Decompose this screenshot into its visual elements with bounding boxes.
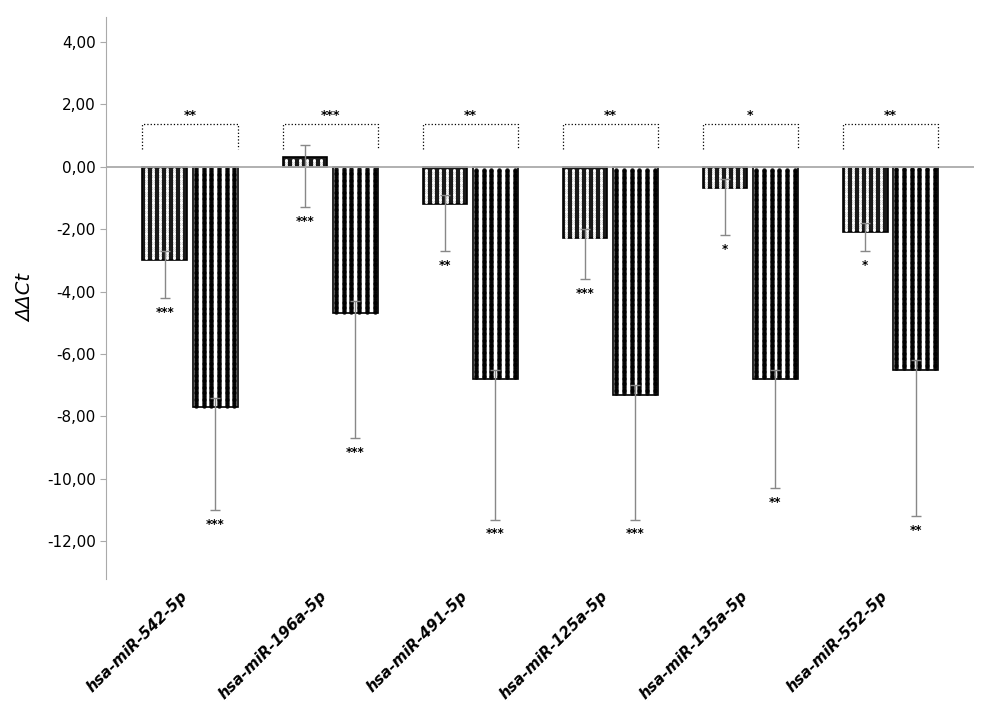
Text: *: * [862,259,868,272]
Y-axis label: ΔΔCt: ΔΔCt [17,274,36,322]
Text: **: ** [884,109,897,122]
Bar [143,167,187,260]
Text: ***: *** [156,306,174,319]
Text: **: ** [464,109,477,122]
Bar [563,167,607,239]
Bar [842,167,888,232]
Bar [613,167,658,395]
Text: **: ** [910,524,922,537]
Text: ***: *** [626,527,645,540]
Bar [422,167,468,204]
Text: ***: *** [206,518,225,531]
Text: **: ** [183,109,196,122]
Bar [193,167,238,407]
Text: ***: *** [346,446,365,459]
Bar [703,167,747,188]
Text: ***: *** [320,109,340,122]
Text: ***: *** [486,527,504,540]
Text: ***: *** [295,215,314,228]
Bar [753,167,798,379]
Bar [893,167,937,370]
Text: ***: *** [576,287,595,300]
Bar [473,167,517,379]
Text: *: * [721,243,728,256]
Text: **: ** [769,496,782,509]
Bar [333,167,378,313]
Text: **: ** [439,259,451,272]
Text: *: * [747,109,753,122]
Text: **: ** [604,109,616,122]
Bar [282,157,327,167]
